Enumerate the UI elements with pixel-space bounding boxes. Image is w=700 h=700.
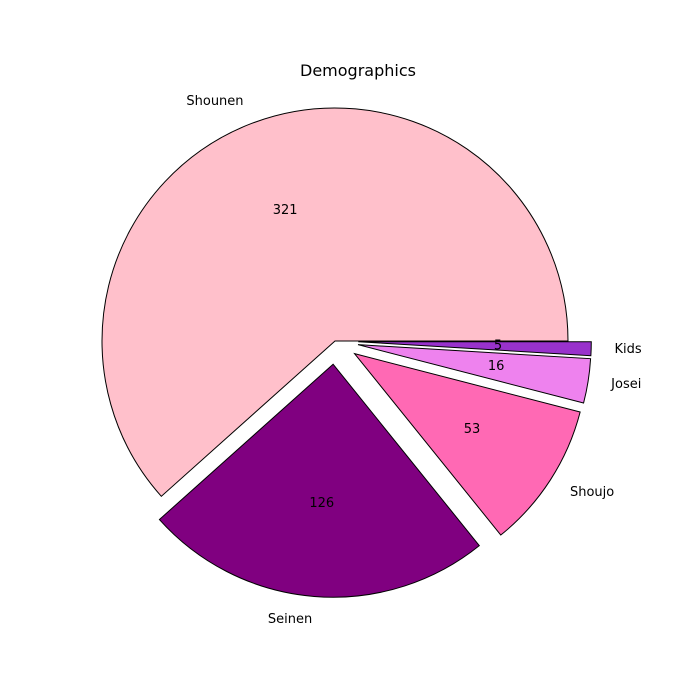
pie-slice-kids (358, 341, 592, 357)
chart-title: Demographics (300, 61, 416, 80)
pie-value-josei: 16 (488, 359, 505, 374)
pie-slice-shoujo (353, 352, 581, 536)
pie-slice-seinen (158, 363, 481, 598)
pie-label-shoujo: Shoujo (570, 485, 614, 500)
pie-label-shounen: Shounen (186, 94, 243, 109)
pie-value-shoujo: 53 (464, 422, 481, 437)
pie-value-shounen: 321 (273, 203, 298, 218)
pie-slices (101, 107, 592, 598)
pie-label-seinen: Seinen (268, 612, 312, 627)
pie-slice-josei (357, 344, 592, 404)
pie-labels: Shounen 321 Seinen 126 Shoujo 53 Josei 16 Kids 5 (186, 94, 641, 627)
pie-value-seinen: 126 (309, 496, 334, 511)
pie-slice-shounen (101, 107, 569, 498)
pie-label-kids: Kids (614, 342, 641, 357)
pie-label-josei: Josei (610, 377, 641, 392)
pie-value-kids: 5 (494, 338, 502, 353)
